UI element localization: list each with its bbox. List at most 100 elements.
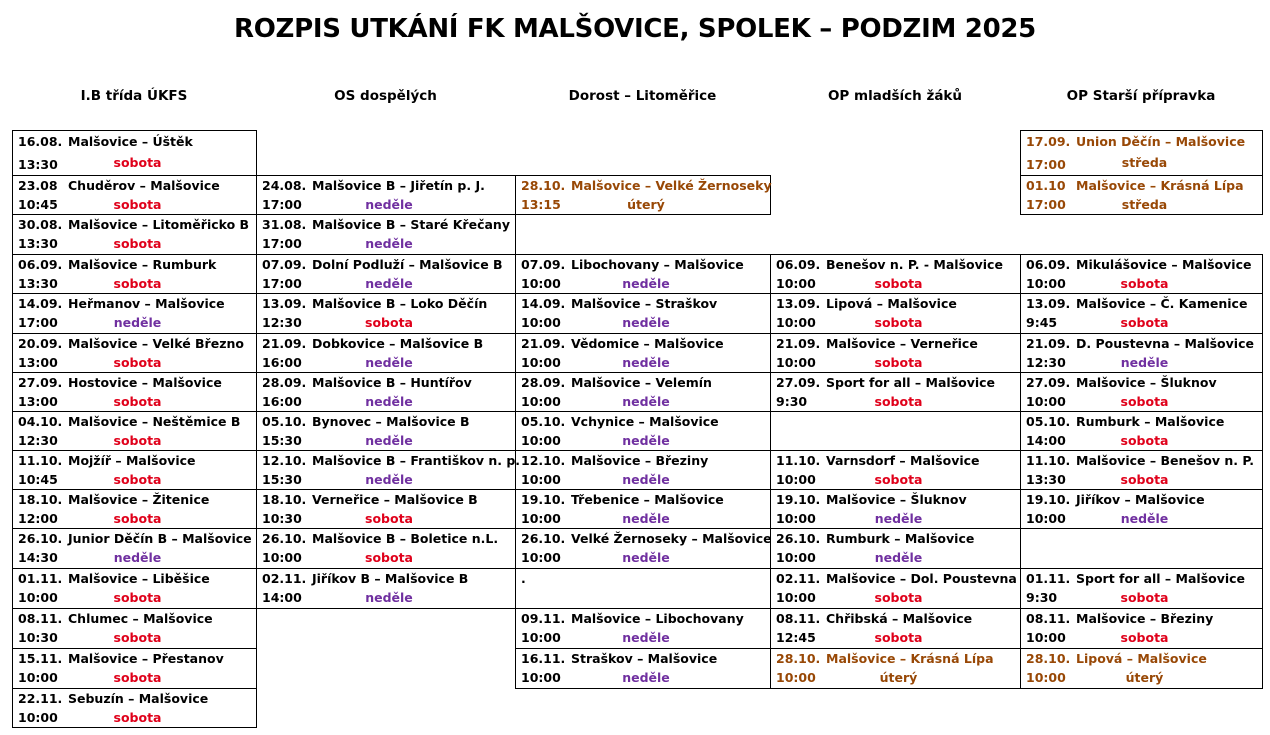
match-date: .	[521, 571, 526, 586]
match-cell: 07.09. 17:00 Dolní Podluží – Malšovice B ne…	[256, 254, 516, 294]
match-day: sobota	[113, 155, 162, 170]
match-teams: Malšovice B – Staré Křečany	[312, 217, 510, 232]
match-teams: Sport for all – Malšovice	[826, 375, 996, 390]
match-day: neděle	[622, 393, 670, 409]
match-time: 16:00	[262, 393, 302, 409]
match-date: 27.09.	[18, 375, 63, 390]
match-time: 10:00	[1026, 670, 1066, 685]
match-cell: 09.11. 10:00 Malšovice – Libochovany neděle	[515, 608, 771, 649]
match-day: neděle	[365, 393, 413, 409]
match-date: 27.09.	[776, 375, 821, 390]
match-teams: Sport for all – Malšovice	[1076, 571, 1246, 586]
match-time: 17:00	[262, 275, 302, 291]
match-day: neděle	[365, 275, 413, 291]
match-teams: Malšovice – Dol. Poustevna	[826, 571, 1017, 586]
match-date: 08.11.	[776, 611, 821, 626]
match-date: 07.09.	[262, 257, 307, 272]
match-date: 27.09.	[1026, 375, 1071, 390]
match-date: 19.10.	[1026, 492, 1071, 507]
match-teams: Rumburk – Malšovice	[826, 531, 975, 546]
match-time: 9:30	[1026, 590, 1058, 605]
match-cell: 11.10. 10:00 Varnsdorf – Malšovice sobota	[770, 450, 1021, 490]
match-day: neděle	[365, 236, 413, 251]
match-date: 13.09.	[1026, 296, 1071, 311]
match-time: 10:00	[521, 393, 561, 409]
match-time: 10:00	[776, 510, 816, 526]
match-date: 02.11.	[776, 571, 821, 586]
match-day: sobota	[113, 236, 162, 251]
match-date: 13.09.	[262, 296, 307, 311]
match-date: 09.11.	[521, 611, 566, 626]
match-teams: Malšovice – Přestanov	[68, 651, 224, 666]
match-date: 05.10.	[262, 414, 307, 429]
match-time: 10:00	[521, 510, 561, 526]
match-teams: Mikulášovice – Malšovice	[1076, 257, 1252, 272]
match-cell: 27.09. 9:30 Sport for all – Malšovice sobot…	[770, 372, 1021, 412]
match-teams: Bynovec – Malšovice B	[312, 414, 470, 429]
match-time: 10:00	[521, 471, 561, 487]
match-day: neděle	[365, 432, 413, 448]
match-date: 05.10.	[1026, 414, 1071, 429]
match-date: 26.10.	[18, 531, 63, 546]
match-date: 28.10.	[776, 651, 821, 666]
match-cell: 21.09. 12:30 D. Poustevna – Malšovice neděl…	[1020, 333, 1263, 373]
match-cell: 08.11. 10:00 Malšovice – Březiny sobota	[1020, 608, 1263, 649]
match-cell: 19.10. 10:00 Jiříkov – Malšovice neděle	[1020, 489, 1263, 529]
match-time: 10:00	[262, 550, 302, 565]
match-time: 10:30	[18, 630, 58, 645]
match-day: neděle	[622, 432, 670, 448]
column-header: Dorost – Litoměřice	[568, 88, 717, 104]
match-day: sobota	[365, 315, 413, 330]
match-date: 22.11.	[18, 691, 63, 706]
match-day: úterý	[627, 196, 665, 212]
match-teams: Malšovice – Č. Kamenice	[1076, 296, 1248, 311]
match-time: 17:00	[1026, 157, 1066, 172]
match-day: neděle	[1120, 510, 1169, 526]
match-date: 12.10.	[262, 453, 307, 468]
match-day: neděle	[1120, 354, 1169, 370]
match-teams: Chuděrov – Malšovice	[68, 178, 220, 193]
match-day: neděle	[622, 275, 670, 291]
match-cell: 21.09. 10:00 Vědomice – Malšovice neděle	[515, 333, 771, 373]
match-time: 16:00	[262, 354, 302, 370]
match-date: 19.10.	[521, 492, 566, 507]
match-day: neděle	[622, 510, 670, 526]
match-time: 13:30	[18, 157, 58, 172]
match-day: neděle	[874, 550, 923, 565]
match-day: neděle	[622, 550, 670, 565]
match-teams: Dobkovice – Malšovice B	[312, 336, 484, 351]
match-teams: Verneřice – Malšovice B	[312, 492, 478, 507]
match-cell: 16.11. 10:00 Straškov – Malšovice neděle	[515, 648, 771, 689]
match-time: 14:00	[262, 590, 302, 605]
match-date: 14.09.	[18, 296, 63, 311]
match-time: 14:00	[1026, 432, 1066, 448]
match-date: 26.10.	[262, 531, 307, 546]
match-day: sobota	[365, 510, 413, 526]
match-time: 10:00	[1026, 393, 1066, 409]
match-cell: 28.09. 10:00 Malšovice – Velemín neděle	[515, 372, 771, 412]
match-teams: Malšovice – Žitenice	[68, 492, 210, 507]
match-day: úterý	[879, 670, 918, 685]
match-teams: Hostovice – Malšovice	[68, 375, 222, 390]
match-time: 12:45	[776, 630, 816, 645]
match-cell	[1020, 528, 1263, 569]
match-date: 20.09.	[18, 336, 63, 351]
match-teams: Malšovice – Šluknov	[1076, 375, 1217, 390]
match-date: 30.08.	[18, 217, 63, 232]
match-cell: 12.10. 10:00 Malšovice – Březiny neděle	[515, 450, 771, 490]
match-time: 10:00	[776, 354, 816, 370]
match-date: 12.10.	[521, 453, 566, 468]
match-teams: Malšovice – Březiny	[571, 453, 709, 468]
match-time: 10:45	[18, 196, 58, 212]
match-cell: 18.10. 12:00 Malšovice – Žitenice sobota	[12, 489, 257, 529]
match-cell: 21.09. 16:00 Dobkovice – Malšovice B neděle	[256, 333, 516, 373]
match-cell: 06.09. 10:00 Benešov n. P. - Malšovice sobo…	[770, 254, 1021, 294]
match-cell: 05.10. 14:00 Rumburk – Malšovice sobota	[1020, 411, 1263, 451]
match-date: 28.10.	[521, 178, 566, 193]
column-header: OP Starší přípravka	[1066, 88, 1216, 104]
match-day: sobota	[365, 550, 413, 565]
match-cell: 26.10. 14:30 Junior Děčín B – Malšovice ned…	[12, 528, 257, 569]
match-cell: 28.10. 10:00 Malšovice – Krásná Lípa úterý	[770, 648, 1021, 689]
match-teams: D. Poustevna – Malšovice	[1076, 336, 1254, 351]
